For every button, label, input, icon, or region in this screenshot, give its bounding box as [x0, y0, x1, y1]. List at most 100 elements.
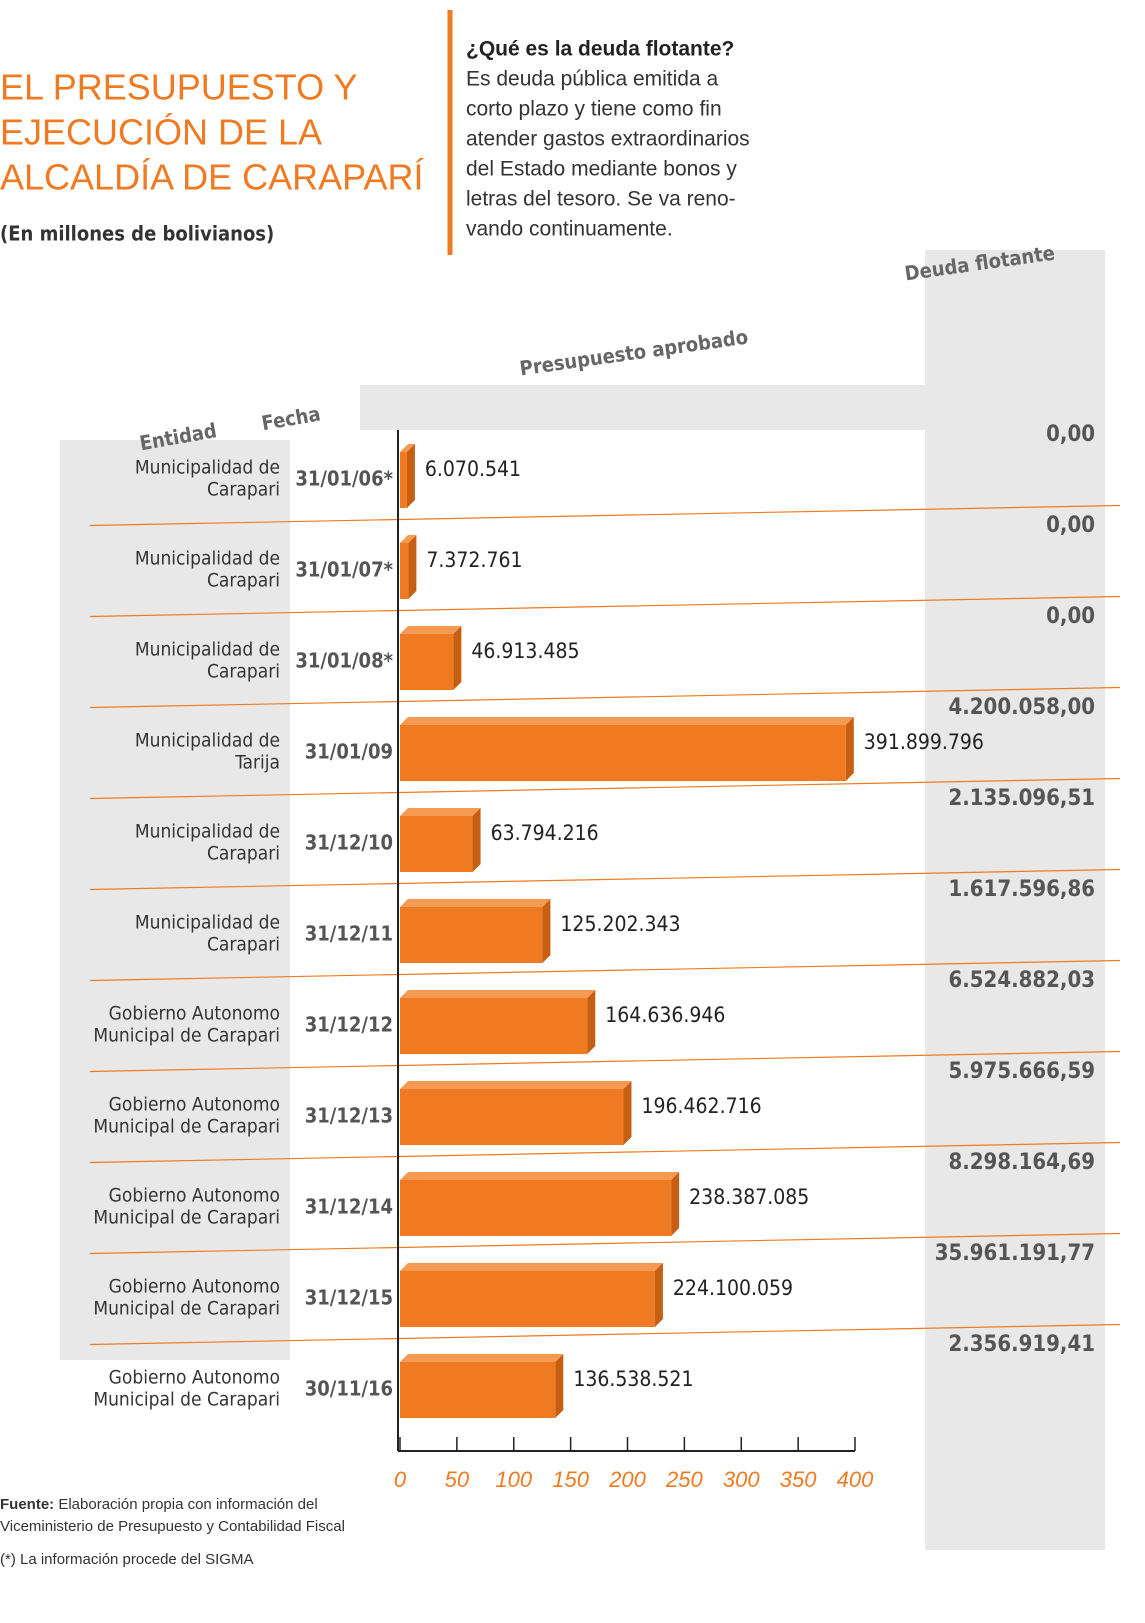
source-text: Elaboración propia con información del — [58, 1496, 317, 1513]
row-separator — [89, 1050, 1121, 1073]
source-label: Fuente: — [0, 1496, 54, 1513]
debt-value: 8.298.164,69 — [948, 1150, 1095, 1175]
entity: Municipalidad de — [135, 639, 280, 661]
entity: Municipal de Carapari — [93, 1116, 280, 1138]
x-tick-label: 100 — [495, 1467, 532, 1492]
date-label: 31/12/10 — [305, 831, 393, 855]
bar-top — [400, 1081, 632, 1089]
debt-value: 2.356.919,41 — [948, 1332, 1095, 1357]
x-tick-label: 150 — [552, 1467, 589, 1492]
bar — [400, 1180, 672, 1236]
value-label: 164.636.946 — [605, 1003, 725, 1027]
row-separator — [89, 1323, 1121, 1346]
entity: Municipalidad de — [135, 821, 280, 843]
question: ¿Qué es la deuda flotante? — [466, 38, 734, 61]
entity: Gobierno Autonomo — [109, 1367, 280, 1389]
entity: Gobierno Autonomo — [109, 1276, 280, 1298]
date-label: 31/12/11 — [305, 922, 393, 946]
source: Fuente: Elaboración propia con informaci… — [0, 1496, 318, 1513]
date-label: 31/01/09 — [305, 740, 393, 764]
debt-value: 0,00 — [1046, 604, 1095, 629]
entity: Municipal de Carapari — [93, 1389, 280, 1411]
entity: Carapari — [207, 934, 280, 956]
debt-value: 35.961.191,77 — [935, 1241, 1095, 1266]
row-separator — [89, 1141, 1121, 1164]
answer-line: vando continuamente. — [466, 218, 673, 241]
bar-side — [408, 535, 417, 599]
title-line: EL PRESUPUESTO Y — [0, 67, 357, 108]
bar-top — [400, 990, 596, 998]
bar — [400, 1362, 556, 1418]
bar-top — [400, 1172, 680, 1180]
entity: Carapari — [207, 843, 280, 865]
debt-value: 1.617.596,86 — [948, 877, 1095, 902]
entity: Municipalidad de — [135, 912, 280, 934]
debt-value: 4.200.058,00 — [948, 695, 1095, 720]
bar — [400, 907, 543, 963]
debt-value: 0,00 — [1046, 422, 1095, 447]
answer-line: Es deuda pública emitida a — [466, 68, 718, 91]
debt-value: 5.975.666,59 — [948, 1059, 1095, 1084]
x-tick-label: 0 — [394, 1467, 407, 1492]
bar-top — [400, 535, 417, 543]
value-label: 391.899.796 — [864, 730, 984, 754]
bar-side — [472, 808, 481, 872]
entity: Gobierno Autonomo — [109, 1185, 280, 1207]
row-separator — [89, 959, 1121, 982]
bar-side — [542, 899, 551, 963]
bar — [400, 998, 588, 1054]
row-separator — [89, 777, 1121, 800]
bar-side — [406, 444, 415, 508]
entity: Municipal de Carapari — [93, 1025, 280, 1047]
x-tick-label: 250 — [665, 1467, 703, 1492]
answer-line: atender gastos extraordinarios — [466, 128, 750, 151]
bar-side — [453, 626, 462, 690]
entity: Gobierno Autonomo — [109, 1003, 280, 1025]
date-label: 31/01/08* — [295, 649, 393, 673]
bar-top — [400, 717, 854, 725]
bar-top — [400, 808, 481, 816]
entity: Carapari — [207, 570, 280, 592]
bar — [400, 1089, 624, 1145]
bar — [400, 543, 409, 599]
date-label: 30/11/16 — [305, 1377, 393, 1401]
x-tick-label: 300 — [723, 1467, 760, 1492]
subtitle: (En millones de bolivianos) — [0, 222, 274, 246]
entity: Municipalidad de — [135, 457, 280, 479]
row-separator — [89, 1232, 1121, 1255]
entity: Municipalidad de — [135, 730, 280, 752]
source-text: Viceministerio de Presupuesto y Contabil… — [0, 1518, 345, 1535]
entity: Municipalidad de — [135, 548, 280, 570]
title-line: EJECUCIÓN DE LA — [0, 112, 322, 153]
debt-value: 2.135.096,51 — [948, 786, 1095, 811]
value-label: 196.462.716 — [641, 1094, 761, 1118]
debt-band — [925, 250, 1105, 1550]
value-label: 46.913.485 — [471, 639, 579, 663]
bar — [400, 725, 846, 781]
answer-line: del Estado mediante bonos y — [466, 158, 737, 181]
answer-line: letras del tesoro. Se va reno- — [466, 188, 736, 211]
bar-top — [400, 444, 415, 452]
date-label: 31/01/07* — [295, 558, 393, 582]
value-label: 136.538.521 — [573, 1367, 693, 1391]
bar-side — [845, 717, 854, 781]
row-separator — [89, 868, 1121, 891]
row-separator — [89, 686, 1121, 709]
note: (*) La información procede del SIGMA — [0, 1551, 253, 1568]
value-label: 6.070.541 — [425, 457, 521, 481]
answer: Es deuda pública emitida a corto plazo y … — [466, 68, 750, 241]
entity: Municipal de Carapari — [93, 1207, 280, 1229]
row-separator — [89, 595, 1121, 618]
value-label: 7.372.761 — [426, 548, 522, 572]
bar — [400, 816, 473, 872]
bar-top — [400, 899, 551, 907]
answer-line: corto plazo y tiene como fin — [466, 98, 722, 121]
entity: Tarija — [234, 752, 280, 774]
entity: Carapari — [207, 661, 280, 683]
entity-band — [60, 440, 290, 1360]
bar-top — [400, 626, 462, 634]
value-label: 125.202.343 — [560, 912, 680, 936]
bar-side — [555, 1354, 564, 1418]
x-tick-label: 400 — [837, 1467, 874, 1492]
